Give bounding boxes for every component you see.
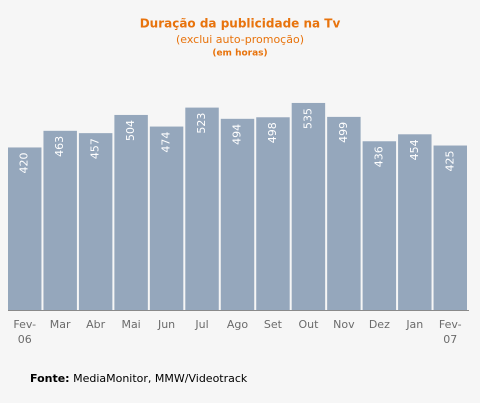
x-tick-label: Abr	[86, 318, 106, 331]
bar	[327, 116, 361, 311]
value-label: 523	[195, 113, 208, 134]
value-label: 535	[301, 108, 314, 129]
bar	[291, 102, 326, 310]
x-tick-label: Dez	[368, 318, 390, 331]
value-label: 499	[337, 122, 350, 143]
bar	[256, 117, 290, 310]
chart-subtitle: (exclui auto-promoção)	[176, 33, 304, 46]
value-label: 420	[18, 152, 31, 173]
value-label: 425	[443, 151, 456, 172]
x-tick-label: Nov	[333, 318, 355, 331]
value-label: 474	[160, 132, 173, 153]
value-label: 463	[53, 136, 66, 157]
value-label: 494	[231, 124, 244, 145]
source-text: MediaMonitor, MMW/Videotrack	[73, 372, 248, 385]
x-tick-label: Fev-07	[438, 318, 462, 346]
bar	[185, 107, 219, 310]
chart-title: Duração da publicidade na Tv	[140, 17, 341, 31]
bar	[362, 141, 397, 310]
x-tick-label: Fev-06	[13, 318, 37, 346]
bar	[149, 126, 184, 310]
bar	[43, 130, 77, 310]
value-label: 454	[408, 139, 421, 160]
bar	[398, 134, 432, 310]
unit-note: (em horas)	[212, 49, 267, 59]
bar	[78, 133, 113, 310]
x-tick-label: Mai	[121, 318, 141, 331]
value-label: 504	[124, 120, 137, 141]
x-tick-label: Out	[298, 318, 319, 331]
x-tick-label: Mar	[49, 318, 71, 331]
source-label: Fonte:	[30, 372, 70, 385]
x-tick-label: Ago	[226, 318, 249, 331]
x-tick-label: Jul	[195, 318, 209, 331]
bar	[433, 145, 467, 310]
bar	[8, 147, 42, 310]
bar	[114, 114, 148, 311]
x-tick-label: Jan	[406, 318, 424, 331]
value-label: 498	[266, 122, 279, 143]
bar	[220, 118, 255, 311]
source: Fonte: MediaMonitor, MMW/Videotrack	[30, 372, 248, 385]
x-tick-label: Set	[263, 318, 282, 331]
value-label: 457	[89, 138, 102, 159]
x-tick-label: Jun	[157, 318, 176, 331]
value-label: 436	[372, 146, 385, 167]
